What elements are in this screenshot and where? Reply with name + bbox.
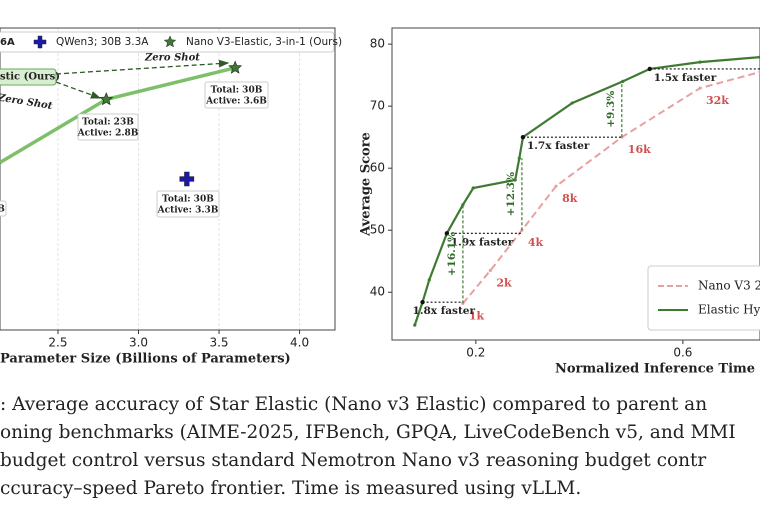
caption-line: : Average accuracy of Star Elastic (Nano… <box>0 394 707 415</box>
y-tick-label: 60 <box>370 161 385 175</box>
x-axis-label: Parameter Size (Billions of Parameters) <box>0 352 291 367</box>
point <box>698 60 702 64</box>
speedup-dot <box>420 299 425 305</box>
info-box <box>77 113 139 141</box>
point <box>554 184 558 188</box>
info-text: Total: 23B <box>82 118 134 128</box>
speedup-label: 1.7x faster <box>527 140 590 152</box>
ours-label: stic (Ours) <box>0 72 60 83</box>
speedup-dot <box>647 66 652 72</box>
series-line <box>413 56 760 326</box>
gain-label: +16.1% <box>446 232 458 276</box>
info-text: Active: 3.3B <box>157 206 219 216</box>
point <box>517 156 521 160</box>
info-box <box>204 81 269 109</box>
x-tick-label: 4.0 <box>290 336 309 350</box>
arrow <box>55 59 230 75</box>
info-text: Total: 30B <box>162 195 214 205</box>
legend-box <box>647 265 760 331</box>
budget-label: 16k <box>628 143 651 156</box>
gain-label: +12.3% <box>505 172 517 216</box>
budget-label: 4k <box>528 236 544 249</box>
marker <box>179 171 195 187</box>
budget-label: 2k <box>496 277 512 290</box>
y-tick-label: 40 <box>370 285 385 299</box>
marker <box>228 60 243 74</box>
caption-line: oning benchmarks (AIME-2025, IFBench, GP… <box>0 422 736 443</box>
x-tick-label: 3.5 <box>209 336 228 350</box>
x-tick-label: 0.2 <box>466 346 485 360</box>
point <box>427 278 431 282</box>
plot-frame <box>0 27 336 331</box>
y-tick-label: 50 <box>370 223 385 237</box>
info-text: Total: 30B <box>211 86 263 96</box>
y-tick-label: 70 <box>370 99 385 113</box>
info-text: B <box>0 205 5 215</box>
legend-label: 6A <box>0 37 15 48</box>
arrow <box>55 81 102 99</box>
caption-line: budget control versus standard Nemotron … <box>0 450 706 471</box>
x-tick-label: 3.0 <box>129 336 148 350</box>
zero-shot: Zero Shot <box>0 92 53 112</box>
point <box>413 323 417 327</box>
legend-label: Nano V3-Elastic, 3-in-1 (Ours) <box>186 36 342 48</box>
x-tick-label: 0.6 <box>673 346 692 360</box>
plot-frame <box>391 27 760 341</box>
budget-label: 32k <box>706 94 729 107</box>
point <box>488 268 492 273</box>
gain-label: +9.3% <box>605 91 617 128</box>
info-text: Active: 2.8B <box>77 129 139 139</box>
caption-line: ccuracy–speed Pareto frontier. Time is m… <box>0 478 581 499</box>
legend-marker <box>163 35 177 48</box>
point <box>513 178 517 182</box>
x-axis-label: Normalized Inference Time <box>555 362 755 377</box>
x-tick-label: 2.5 <box>48 336 67 350</box>
marker <box>99 92 114 106</box>
y-axis-label: Average Score <box>359 132 374 237</box>
zero-shot: Zero Shot <box>144 53 200 64</box>
speedup-dot <box>444 231 450 236</box>
point <box>570 101 574 105</box>
point <box>461 203 465 207</box>
speedup-label: 1.5x faster <box>654 72 717 84</box>
legend-label: Elastic Hy <box>698 303 760 317</box>
budget-label: 1k <box>469 309 485 322</box>
speedup-label: 1.8x faster <box>413 305 476 317</box>
legend-label: QWen3; 30B 3.3A <box>56 36 149 48</box>
point <box>698 86 702 90</box>
speedup-dot <box>520 134 526 140</box>
info-text: Active: 3.6B <box>205 97 267 107</box>
budget-label: 8k <box>562 192 578 205</box>
info-box <box>0 200 7 217</box>
info-box <box>156 190 220 218</box>
ours-box <box>0 68 57 86</box>
legend-label: Nano V3 2 <box>698 279 760 293</box>
y-tick-label: 80 <box>370 37 385 51</box>
point <box>471 186 475 190</box>
legend-marker <box>33 35 47 49</box>
speedup-label: 1.9x faster <box>451 236 514 248</box>
